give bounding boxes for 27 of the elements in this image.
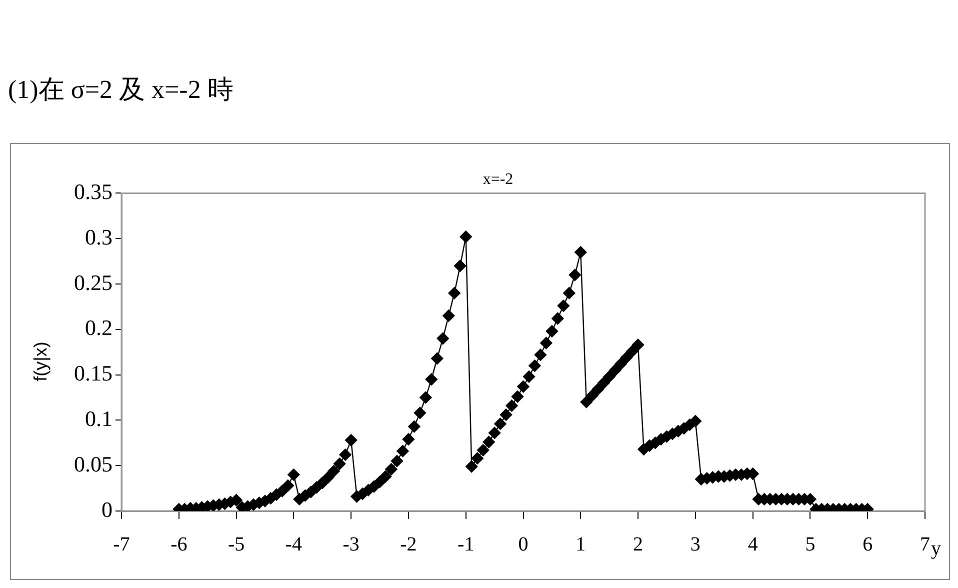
y-tick-label: 0 (102, 496, 112, 522)
text: (1)在 σ=2 及 x=-2 時 (8, 74, 234, 106)
y-tick-label: 0.35 (74, 178, 112, 204)
y-tick-label: 0.15 (74, 360, 112, 386)
y-tick-label: 0.1 (85, 406, 112, 431)
y-tick-label: 0.3 (85, 224, 112, 250)
x-tick-label: 4 (748, 533, 758, 556)
y-tick-label: 0.25 (74, 270, 112, 295)
x-tick-label: -7 (113, 533, 130, 556)
x-tick-label: 5 (805, 533, 816, 556)
chart-title: x=-2 (482, 170, 514, 188)
x-tick-label: 2 (633, 533, 644, 556)
x-tick-label: -5 (228, 533, 245, 556)
x-tick-label: 6 (862, 533, 873, 556)
x-tick-label: -2 (400, 533, 417, 556)
x-tick-label: -4 (285, 533, 302, 556)
y-axis-title: f(y|x) (30, 342, 52, 382)
x-tick-label: -6 (170, 533, 188, 556)
x-tick-label: -1 (458, 533, 474, 556)
x-tick-label: 7 (920, 533, 930, 556)
x-axis-title: y (931, 537, 941, 560)
y-tick-label: 0.2 (85, 315, 112, 340)
x-tick-label: 3 (690, 533, 700, 556)
x-tick-label: 1 (576, 533, 586, 556)
y-tick-label: 0.05 (74, 451, 112, 476)
x-tick-label: 0 (518, 533, 528, 556)
x-tick-label: -3 (342, 533, 360, 556)
